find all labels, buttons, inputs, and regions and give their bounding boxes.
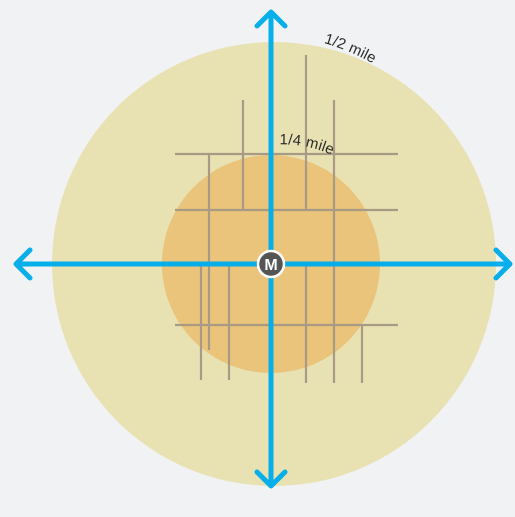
station-letter: M (264, 257, 277, 274)
metro-m-icon: M (256, 249, 286, 279)
street-grid (175, 55, 398, 383)
arrow-right-icon (493, 247, 513, 281)
arrow-left-icon (13, 247, 33, 281)
station-marker (256, 249, 286, 279)
arrow-up-icon (254, 9, 288, 29)
arrow-down-icon (254, 469, 288, 489)
